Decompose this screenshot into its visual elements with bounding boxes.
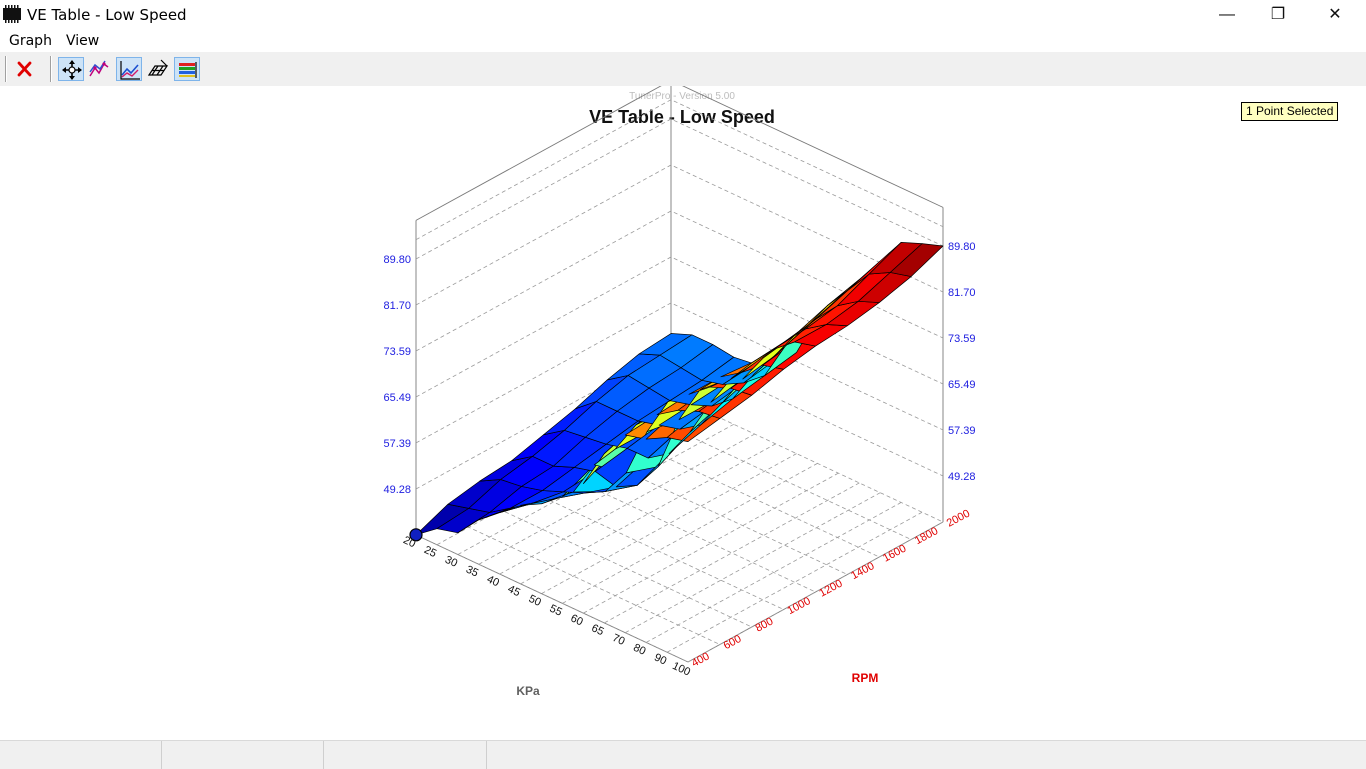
- close-button[interactable]: ✕: [1328, 6, 1342, 23]
- z-tick-label: 65.49: [383, 392, 411, 404]
- status-panel: [0, 741, 162, 769]
- selection-tooltip: 1 Point Selected: [1241, 102, 1339, 121]
- floor-gridline: [604, 482, 860, 624]
- minimize-button[interactable]: —: [1219, 6, 1235, 23]
- z-gridline: [415, 164, 944, 306]
- menu-bar: Graph View: [0, 30, 1366, 52]
- z-gridline: [415, 118, 944, 260]
- wall-edge: [415, 79, 672, 221]
- rpm-tick-label: 1800: [913, 525, 940, 547]
- floor-gridline: [625, 492, 881, 634]
- kpa-tick-label: 45: [506, 583, 522, 599]
- window-title: VE Table - Low Speed: [27, 6, 187, 24]
- kpa-tick-label: 60: [569, 612, 585, 628]
- wireframe-icon: [147, 59, 169, 76]
- kpa-tick-label: 40: [485, 573, 501, 589]
- wireframe-button[interactable]: [145, 57, 171, 81]
- z-gridline: [415, 256, 944, 398]
- z-tick-label: 81.70: [383, 300, 411, 312]
- kpa-tick-label: 70: [610, 632, 626, 648]
- chart-lines-button[interactable]: [116, 57, 142, 81]
- menu-graph[interactable]: Graph: [9, 33, 52, 49]
- selected-point-marker[interactable]: [409, 528, 423, 542]
- kpa-tick-label: 55: [548, 603, 564, 619]
- status-bar: [0, 740, 1366, 769]
- move-button[interactable]: [58, 57, 84, 81]
- wall-edge: [670, 79, 944, 208]
- chart-title: VE Table - Low Speed: [589, 107, 775, 127]
- kpa-tick-label: 80: [631, 642, 647, 658]
- kpa-tick-label: 100: [670, 660, 692, 679]
- edit-points-icon: [89, 60, 109, 77]
- kpa-tick-label: 25: [422, 544, 438, 560]
- floor-gridline: [447, 517, 721, 645]
- chart-lines-icon: [120, 61, 140, 80]
- move-crosshair-icon: [62, 60, 82, 80]
- z-tick-label: 49.28: [948, 471, 976, 483]
- title-bar: VE Table - Low Speed — ❐ ✕: [0, 0, 1366, 30]
- rpm-tick-label: 400: [690, 650, 712, 669]
- status-panel: [162, 741, 324, 769]
- ve-surface-chart[interactable]: TunerPro - Version 5.00 VE Table - Low S…: [0, 79, 1366, 740]
- z-gridline: [415, 99, 944, 241]
- menu-view[interactable]: View: [66, 33, 100, 49]
- kpa-tick-label: 50: [527, 593, 543, 609]
- rpm-tick-label: 800: [754, 615, 776, 634]
- floor-gridline: [479, 499, 752, 628]
- watermark-text: TunerPro - Version 5.00: [629, 91, 735, 102]
- toolbar: [0, 52, 1366, 86]
- rpm-tick-label: 1400: [849, 560, 876, 582]
- rpm-tick-label: 1200: [817, 578, 844, 600]
- axis-labels: 49.28 49.28 57.39 57.39 65.49 65.49 73.59 73.59…: [383, 241, 975, 679]
- color-bars-button[interactable]: [174, 57, 200, 81]
- z-tick-label: 65.49: [948, 379, 976, 391]
- rpm-tick-label: 1000: [785, 595, 812, 617]
- surface-mesh[interactable]: [409, 242, 944, 542]
- close-x-icon: [17, 61, 32, 77]
- toolbar-separator: [50, 56, 52, 82]
- floor-gridline: [666, 511, 923, 653]
- z-tick-label: 57.39: [383, 438, 411, 450]
- kpa-axis-label: KPa: [516, 684, 540, 698]
- kpa-tick-label: 35: [464, 564, 480, 580]
- rpm-tick-label: 1600: [881, 543, 908, 565]
- status-panel: [487, 741, 1365, 769]
- z-tick-label: 89.80: [948, 241, 976, 253]
- floor-gridline: [415, 534, 689, 663]
- kpa-tick-label: 90: [652, 651, 668, 667]
- maximize-button[interactable]: ❐: [1270, 6, 1286, 23]
- graph-area[interactable]: TunerPro - Version 5.00 VE Table - Low S…: [0, 79, 1366, 740]
- rpm-tick-label: 600: [722, 633, 744, 652]
- kpa-tick-label: 65: [589, 622, 605, 638]
- rpm-axis-label: RPM: [852, 671, 879, 685]
- kpa-tick-label: 20: [401, 534, 417, 550]
- z-tick-label: 81.70: [948, 287, 976, 299]
- status-panel: [324, 741, 487, 769]
- edit-points-button[interactable]: [86, 57, 112, 81]
- close-graph-button[interactable]: [11, 57, 37, 81]
- floor-gridline: [511, 482, 784, 610]
- z-tick-label: 57.39: [948, 425, 976, 437]
- z-tick-label: 73.59: [383, 346, 411, 358]
- toolbar-separator: [5, 56, 7, 82]
- color-bars-icon: [179, 62, 197, 78]
- chip-icon: [3, 5, 21, 23]
- z-tick-label: 89.80: [383, 254, 411, 266]
- rpm-tick-label: 2000: [945, 508, 972, 530]
- z-tick-label: 49.28: [383, 484, 411, 496]
- z-tick-label: 73.59: [948, 333, 976, 345]
- wall-edge: [687, 521, 944, 663]
- surface-cell: [889, 243, 944, 277]
- kpa-tick-label: 30: [443, 554, 459, 570]
- z-gridline: [415, 302, 944, 444]
